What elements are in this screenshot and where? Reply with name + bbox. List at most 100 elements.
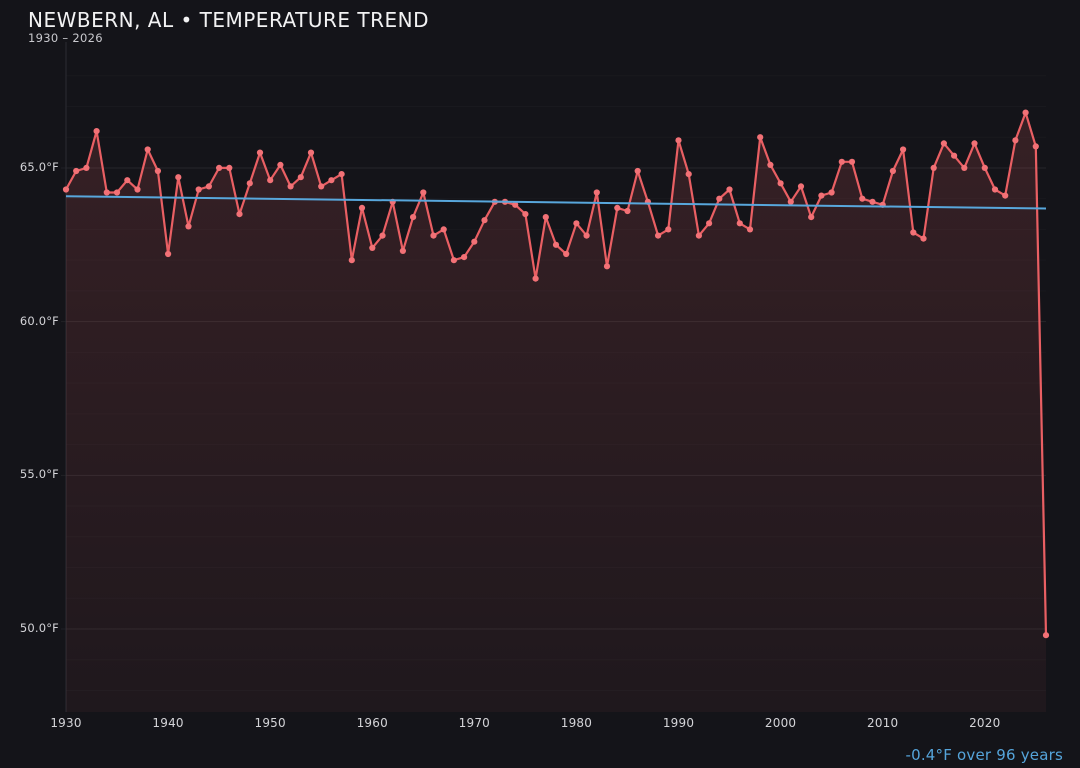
area-fill [66, 112, 1046, 713]
y-tick-label: 50.0°F [19, 621, 59, 635]
data-point [328, 177, 335, 184]
y-tick-label: 60.0°F [19, 313, 59, 328]
data-point [593, 189, 600, 196]
data-point [318, 183, 325, 190]
data-point [307, 149, 315, 156]
data-point [838, 158, 845, 165]
data-point [522, 211, 529, 218]
data-point [144, 146, 151, 153]
data-point [685, 171, 692, 178]
x-tick-label: 1990 [662, 716, 695, 730]
data-point [62, 186, 70, 193]
data-point [73, 167, 80, 175]
data-point [471, 238, 478, 245]
x-tick-label: 2000 [764, 716, 797, 730]
data-point [450, 257, 457, 264]
data-point [236, 211, 243, 218]
data-point [338, 171, 345, 178]
data-point [542, 214, 549, 221]
data-point [83, 164, 90, 171]
data-point [287, 183, 294, 190]
x-tick-label: 2020 [969, 716, 1001, 730]
data-point [185, 223, 192, 230]
data-point [1002, 192, 1009, 199]
data-point [797, 183, 805, 190]
data-point [848, 158, 856, 165]
data-point [900, 146, 907, 153]
data-point [348, 257, 355, 264]
data-point [113, 189, 121, 196]
data-point [1042, 632, 1050, 639]
data-point [165, 250, 172, 258]
data-point [175, 174, 182, 181]
data-point [1012, 137, 1019, 144]
data-point [512, 201, 519, 208]
data-point [246, 180, 253, 187]
data-point [379, 232, 386, 239]
data-point [767, 161, 774, 168]
x-tick-label: 1980 [560, 716, 593, 730]
data-point [603, 263, 611, 270]
data-point [205, 183, 212, 190]
data-point [1032, 143, 1039, 150]
x-tick-label: 1950 [254, 716, 286, 730]
data-point [951, 152, 958, 159]
data-point [665, 226, 672, 233]
data-point [563, 250, 570, 258]
data-point [440, 226, 447, 233]
data-point [940, 140, 948, 147]
data-point [624, 207, 631, 215]
data-point [552, 241, 560, 248]
data-point [124, 177, 131, 184]
data-point [461, 254, 468, 261]
data-point [706, 220, 713, 227]
x-tick-label: 1970 [458, 716, 490, 730]
data-point [859, 195, 866, 202]
data-point [777, 180, 784, 187]
data-point [532, 275, 539, 282]
data-point [195, 186, 202, 193]
data-point [358, 204, 366, 211]
data-point [430, 232, 437, 239]
data-point [583, 232, 590, 239]
data-point [695, 232, 703, 239]
data-point [481, 217, 488, 224]
data-point [818, 192, 825, 199]
data-point [297, 174, 304, 181]
x-tick-label: 1930 [50, 716, 82, 730]
page-subtitle: 1930 – 2026 [28, 31, 103, 45]
data-point [655, 232, 662, 239]
data-point [216, 164, 223, 171]
data-point [808, 214, 815, 221]
data-point [277, 161, 284, 168]
data-point [93, 128, 100, 135]
data-point [634, 167, 641, 175]
data-point [757, 134, 764, 141]
data-point [991, 186, 999, 193]
data-point [930, 164, 937, 171]
data-point [726, 186, 733, 193]
data-point [369, 244, 376, 251]
data-point [573, 220, 580, 227]
data-point [828, 189, 835, 196]
trend-summary-label: -0.4°F over 96 years [905, 746, 1063, 764]
data-point [410, 214, 417, 221]
data-point [961, 164, 968, 171]
data-point [920, 235, 927, 242]
data-point [675, 137, 682, 144]
data-point [736, 220, 743, 227]
data-point [226, 164, 233, 171]
data-point [787, 198, 794, 205]
data-point [399, 247, 406, 254]
y-tick-label: 65.0°F [19, 159, 59, 174]
data-point [910, 229, 917, 236]
data-point [716, 195, 723, 202]
x-tick-label: 2010 [866, 716, 899, 730]
data-point [889, 167, 897, 175]
x-tick-label: 1940 [152, 716, 184, 730]
data-point [154, 167, 161, 175]
data-point [267, 177, 274, 184]
y-tick-label: 55.0°F [19, 467, 59, 482]
